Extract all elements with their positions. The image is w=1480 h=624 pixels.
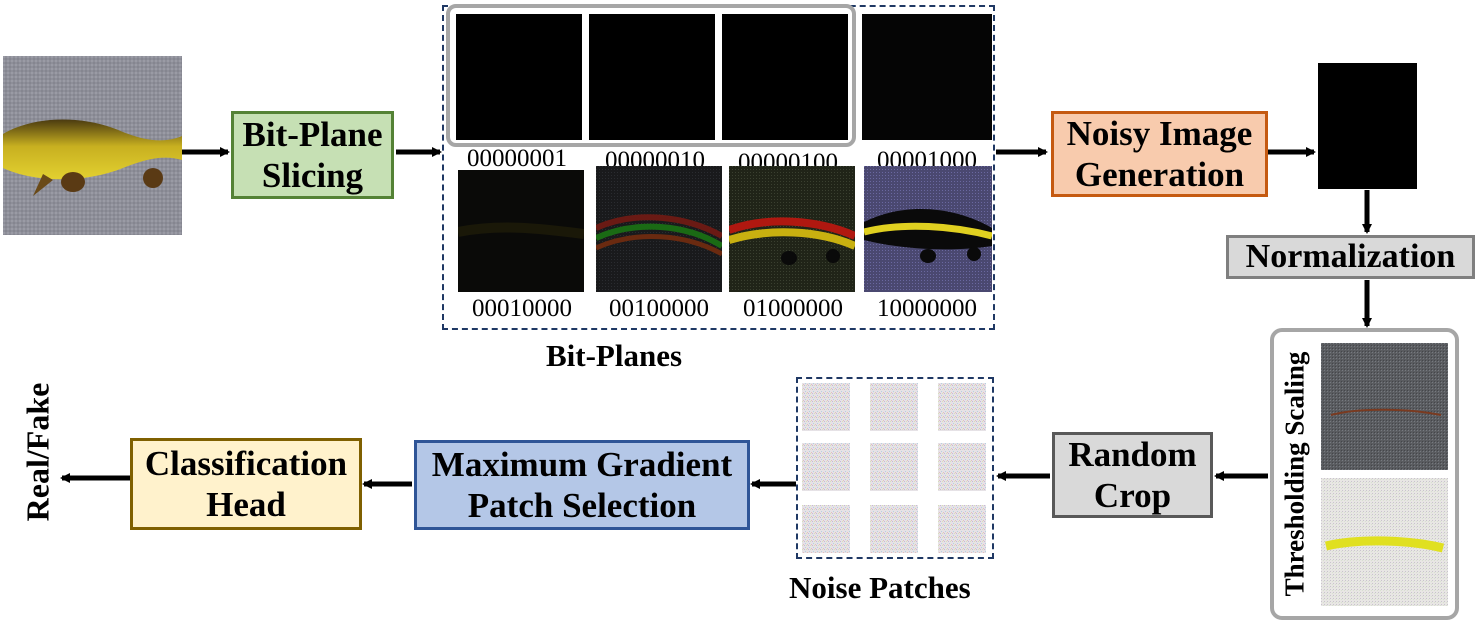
- noisy-image-output: [1318, 63, 1417, 189]
- bit-plane-image: [596, 166, 722, 292]
- max-gradient-patch-selection-box: Maximum Gradient Patch Selection: [414, 440, 750, 530]
- selected-bit-planes-highlight: [446, 4, 856, 147]
- thresholding-scaling-container: [1270, 328, 1459, 620]
- noisy-image-generation-label: Noisy Image Generation: [1066, 113, 1253, 194]
- input-fish-image: [3, 56, 182, 235]
- bit-plane-label: 00010000: [472, 295, 572, 322]
- noise-patch: [802, 505, 850, 553]
- noise-patches-grid: [802, 383, 986, 553]
- noise-patch: [870, 383, 918, 431]
- noise-patch: [802, 383, 850, 431]
- bit-plane-image: [589, 14, 715, 140]
- bit-plane-image: [729, 166, 855, 292]
- noise-patch: [870, 505, 918, 553]
- normalization-box: Normalization: [1226, 235, 1475, 279]
- bit-plane-image: [722, 14, 848, 140]
- bit-plane-slicing-label: Bit-Plane Slicing: [242, 114, 383, 195]
- normalization-label: Normalization: [1245, 237, 1456, 275]
- noise-patch: [938, 505, 986, 553]
- noise-patch: [870, 443, 918, 491]
- bit-plane-image: [862, 14, 992, 140]
- noisy-image-generation-box: Noisy Image Generation: [1051, 111, 1268, 197]
- bit-plane-image: [864, 166, 992, 292]
- bit-plane-label: 00100000: [609, 295, 709, 322]
- classification-head-box: Classification Head: [130, 438, 362, 530]
- bit-planes-title: Bit-Planes: [546, 338, 683, 373]
- noise-patch: [802, 443, 850, 491]
- thresholding-scaling-label: Thresholding Scaling: [1279, 351, 1310, 597]
- bit-plane-label: 10000000: [877, 295, 977, 322]
- bit-plane-label: 00000001: [467, 145, 567, 172]
- random-crop-label: Random Crop: [1068, 434, 1197, 515]
- random-crop-box: Random Crop: [1052, 432, 1213, 518]
- real-fake-output-label: Real/Fake: [19, 382, 56, 522]
- noise-patch: [938, 383, 986, 431]
- scaled-image: [1321, 478, 1448, 606]
- noise-patches-title: Noise Patches: [789, 570, 971, 605]
- bit-plane-label: 01000000: [743, 295, 843, 322]
- max-gradient-patch-selection-label: Maximum Gradient Patch Selection: [431, 444, 733, 525]
- noise-patches-container: [796, 377, 994, 559]
- bit-plane-slicing-box: Bit-Plane Slicing: [231, 111, 394, 199]
- noise-patch: [938, 443, 986, 491]
- thresholded-image: [1321, 343, 1448, 470]
- bit-plane-image: [458, 170, 584, 292]
- bit-plane-image: [456, 14, 582, 140]
- classification-head-label: Classification Head: [144, 443, 348, 524]
